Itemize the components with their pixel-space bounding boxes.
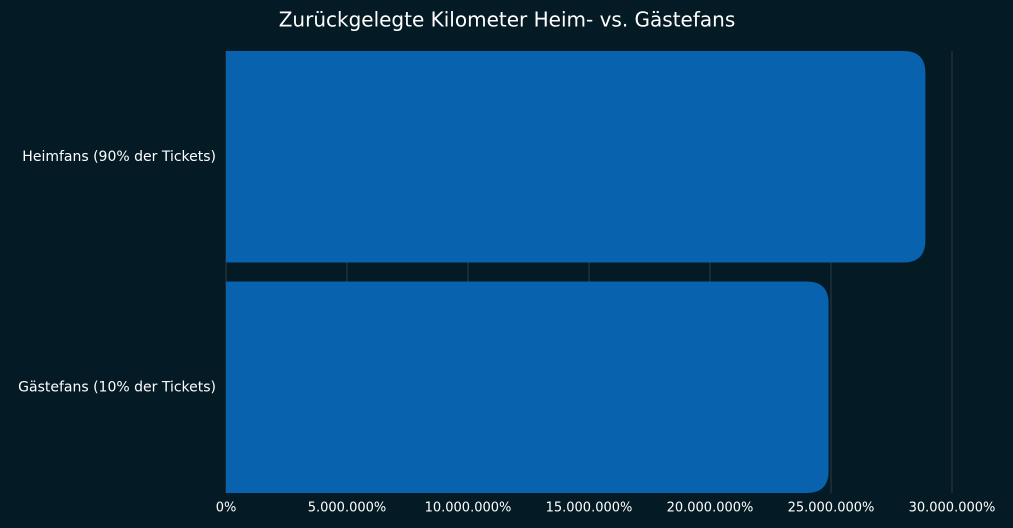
bar — [226, 51, 926, 263]
x-tick-label: 30.000.000% — [909, 501, 996, 516]
chart-title: Zurückgelegte Kilometer Heim- vs. Gästef… — [279, 8, 736, 32]
x-tick-label: 15.000.000% — [546, 501, 633, 516]
x-tick-label: 5.000.000% — [308, 501, 387, 516]
x-tick-label: 25.000.000% — [788, 501, 875, 516]
y-tick-label: Gästefans (10% der Tickets) — [18, 379, 216, 395]
y-tick-label: Heimfans (90% der Tickets) — [22, 149, 216, 165]
bar — [226, 281, 829, 493]
x-tick-label: 10.000.000% — [425, 501, 512, 516]
x-tick-label: 20.000.000% — [667, 501, 754, 516]
x-tick-label: 0% — [216, 501, 237, 516]
